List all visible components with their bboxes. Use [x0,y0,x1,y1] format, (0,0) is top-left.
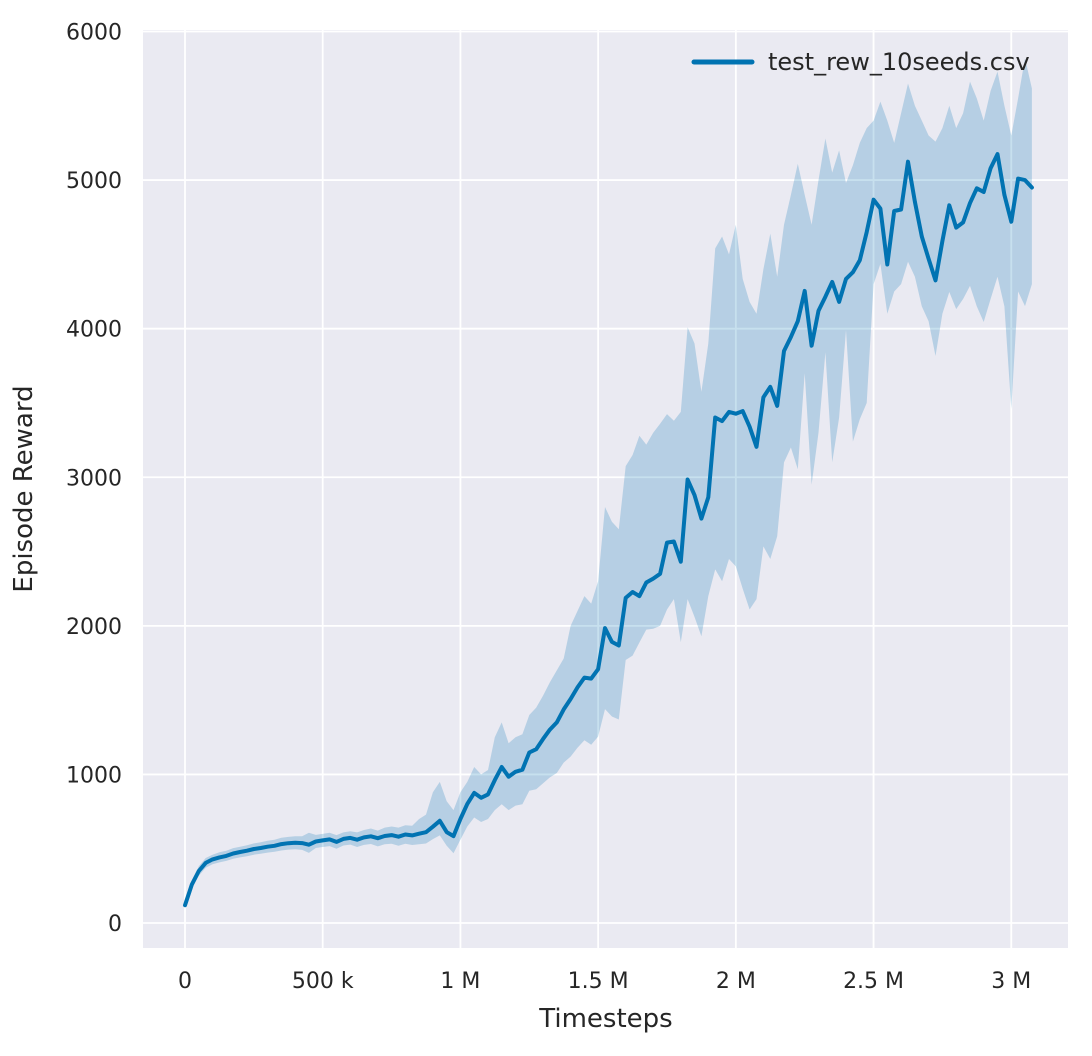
legend: test_rew_10seeds.csv [691,48,1030,76]
confidence-band [185,58,1032,907]
y-tick-label: 1000 [66,763,122,788]
plot-area [143,30,1068,948]
x-tick-label: 0 [178,969,192,994]
x-tick-label: 1.5 M [568,969,629,994]
y-tick-label: 6000 [66,20,122,45]
mean-line [183,152,1034,908]
x-tick-label: 3 M [991,969,1031,994]
x-tick-label: 2.5 M [843,969,904,994]
x-tick-label: 500 k [292,969,354,994]
x-tick-labels: 0 500 k 1 M 1.5 M 2 M 2.5 M 3 M [178,969,1031,994]
y-tick-label: 2000 [66,615,122,640]
y-tick-label: 4000 [66,318,122,343]
y-tick-labels: 0 1000 2000 3000 4000 5000 6000 [66,20,122,937]
y-tick-label: 0 [108,912,122,937]
gridlines [143,30,1068,948]
y-tick-label: 3000 [66,466,122,491]
legend-entry-label: test_rew_10seeds.csv [768,48,1030,76]
x-tick-label: 2 M [716,969,756,994]
x-axis-label: Timesteps [538,1004,672,1034]
y-axis-label: Episode Reward [9,385,39,592]
y-tick-label: 5000 [66,169,122,194]
x-tick-label: 1 M [440,969,480,994]
